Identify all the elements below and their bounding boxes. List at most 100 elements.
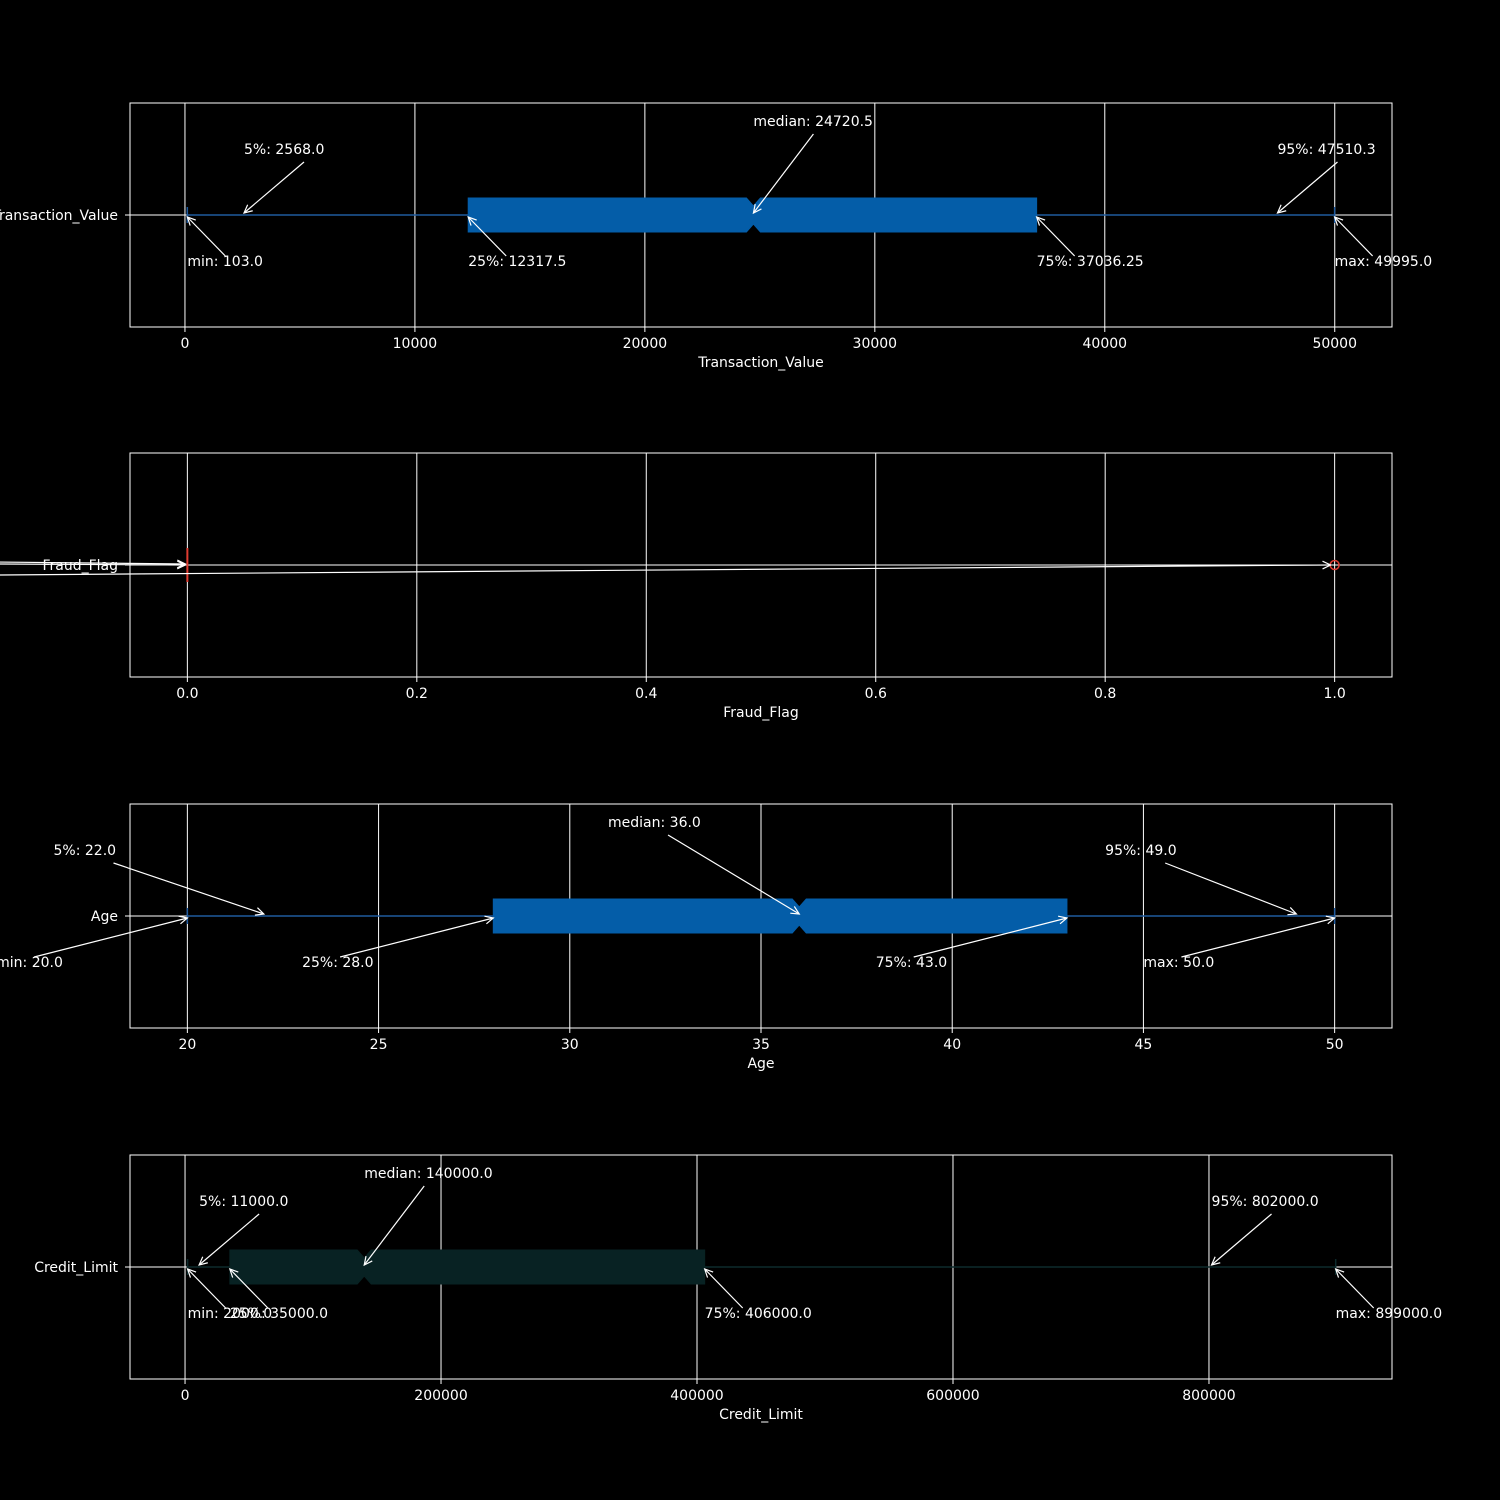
annotation-p5: 5%: 2568.0 (244, 142, 324, 158)
x-tick-label: 25 (370, 1037, 388, 1053)
annotation-arrow-q3-shaft (1036, 216, 1076, 257)
annotation-arrow-max (1181, 915, 1336, 958)
annotation-q1: 25%: 28.0 (302, 955, 373, 971)
annotation-arrow-p95-head (1210, 1256, 1221, 1266)
annotation-q3: 75%: 37036.25 (1037, 254, 1144, 270)
x-tick-label: 0.2 (406, 686, 428, 702)
x-tick-label: 50000 (1312, 336, 1357, 352)
annotation-arrow-q1-head (484, 915, 495, 925)
annotation-arrow-min (34, 915, 189, 958)
annotation-arrow-min-head (186, 216, 196, 226)
panel-transaction-value: 0 10000 20000 30000 40000 50000 Transaction_Va… (0, 102, 1432, 371)
annotation-arrow-p5-head (254, 907, 266, 916)
annotation-q1: 25%: 35000.0 (230, 1306, 328, 1322)
annotation-arrow-p5-head (242, 204, 253, 214)
annotation-arrow-q3-shaft (913, 917, 1068, 958)
annotation-arrow-min (0, 559, 187, 569)
annotation-arrow-q3-head (1035, 216, 1046, 226)
annotation-arrow-median (363, 1185, 425, 1267)
annotation-arrow-q1-shaft (467, 216, 507, 257)
annotation-p95: 95%: 47510.3 (1277, 142, 1375, 158)
annotation-arrow-min-shaft (187, 1268, 227, 1309)
annotation-arrow-median-shaft (667, 834, 800, 915)
annotation-q3: 75%: 43.0 (876, 955, 947, 971)
annotation-arrow-max-shaft (1334, 216, 1374, 257)
x-tick-label: 30000 (853, 336, 898, 352)
annotation-arrow-p5 (198, 1213, 260, 1266)
annotation-arrow-p95-shaft (1277, 161, 1338, 214)
annotation-arrow-q3-head (1058, 915, 1069, 925)
annotation-arrow-max (1334, 1268, 1375, 1309)
annotation-arrow-p95 (1276, 161, 1338, 214)
x-tick-label: 0.6 (865, 686, 887, 702)
y-tick-label: Credit_Limit (34, 1260, 118, 1276)
annotation-q3: 75%: 406000.0 (705, 1306, 812, 1322)
annotation-arrow-q1-shaft (229, 1268, 269, 1309)
annotation-arrow-min-head (178, 915, 189, 925)
annotation-arrow-min (186, 216, 226, 257)
x-tick-label: 40 (943, 1037, 961, 1053)
x-tick-label: 10000 (393, 336, 438, 352)
annotation-median: median: 140000.0 (364, 1166, 492, 1182)
annotation-arrow-p5 (0, 560, 187, 570)
annotation-arrow-p95-head (1276, 204, 1287, 214)
annotation-arrow-q3-head (703, 1268, 714, 1278)
x-tick-label: 800000 (1182, 1388, 1235, 1404)
annotation-arrow-p5-head (198, 1256, 208, 1266)
x-axis-label: Fraud_Flag (723, 705, 799, 721)
annotation-arrow-p95-shaft (1164, 862, 1297, 915)
annotation-arrow-p95-shaft (1211, 1213, 1272, 1266)
annotation-arrow-q3-shaft (704, 1268, 744, 1309)
x-tick-label: 0.0 (176, 686, 198, 702)
x-tick-label: 600000 (926, 1388, 979, 1404)
annotation-arrow-max-head (1334, 1268, 1345, 1278)
annotation-p5: 5%: 22.0 (54, 843, 117, 859)
annotation-arrow-q3 (703, 1268, 744, 1309)
x-tick-label: 45 (1135, 1037, 1153, 1053)
y-tick-label: Transaction_Value (0, 208, 118, 224)
annotation-arrow-median-shaft (363, 1185, 425, 1266)
annotation-arrow-median-head (363, 1256, 373, 1267)
annotation-arrow-p5-shaft (198, 1213, 260, 1266)
annotation-arrow-min (186, 1268, 227, 1309)
annotation-arrow-p95-head (1322, 560, 1333, 570)
annotation-arrow-p95-head (1287, 907, 1298, 916)
annotation-arrow-q3 (913, 915, 1069, 958)
x-axis-label: Credit_Limit (719, 1407, 803, 1423)
annotation-arrow-min-shaft (0, 561, 186, 565)
annotation-arrow-max-head (1333, 216, 1344, 226)
annotation-arrow-p95 (1210, 1213, 1272, 1266)
annotation-p95: 95%: 49.0 (1105, 843, 1176, 859)
annotation-arrow-q3 (1035, 216, 1076, 257)
x-tick-label: 0 (181, 1388, 190, 1404)
annotation-arrow-p5 (242, 161, 305, 214)
annotation-arrow-p95-shaft (0, 564, 1331, 576)
annotation-arrow-median-head (790, 906, 801, 915)
annotation-arrow-q1 (228, 1268, 269, 1309)
annotation-max: max: 50.0 (1143, 955, 1214, 971)
x-tick-label: 50 (1326, 1037, 1344, 1053)
annotation-arrow-p5 (113, 862, 266, 916)
annotation-min: min: 2000.0 (188, 1306, 273, 1322)
annotation-arrow-min-shaft (34, 917, 188, 958)
annotation-p95: 95%: 802000.0 (1212, 1194, 1319, 1210)
annotation-max: max: 899000.0 (1336, 1306, 1442, 1322)
x-tick-label: 40000 (1083, 336, 1128, 352)
annotation-arrow-p95 (1164, 862, 1298, 916)
annotation-min: min: 103.0 (187, 254, 263, 270)
annotation-arrow-median-head (752, 204, 762, 215)
y-tick-label: Age (91, 909, 118, 925)
x-tick-label: 30 (561, 1037, 579, 1053)
x-tick-label: 35 (752, 1037, 770, 1053)
annotation-arrow-median-shaft (752, 133, 814, 214)
annotation-arrow-p95 (0, 560, 1333, 576)
annotation-p5: 5%: 11000.0 (199, 1194, 288, 1210)
annotation-arrow-q1 (339, 915, 495, 958)
x-tick-label: 20000 (623, 336, 668, 352)
x-tick-label: 200000 (414, 1388, 467, 1404)
x-tick-label: 0 (180, 336, 189, 352)
x-axis-label: Age (747, 1056, 774, 1072)
annotation-arrow-q1-head (228, 1268, 239, 1278)
annotation-arrow-max-shaft (1335, 1268, 1375, 1309)
